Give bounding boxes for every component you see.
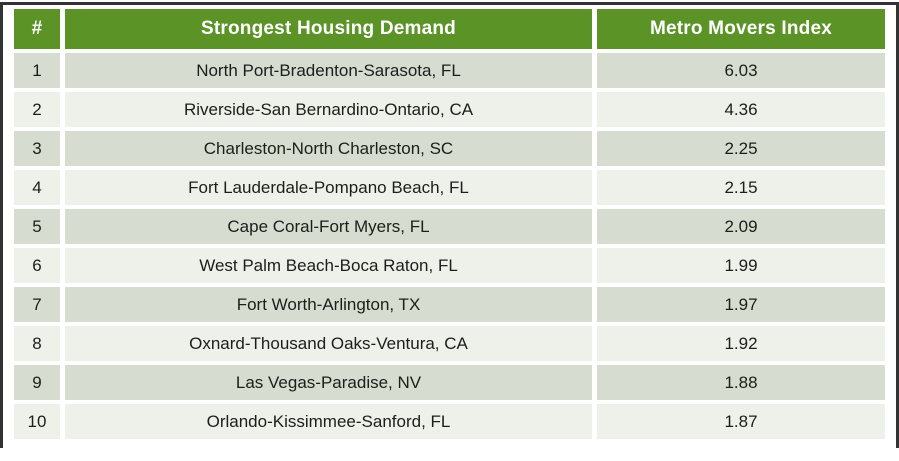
metro-cell: Fort Worth-Arlington, TX: [65, 287, 592, 322]
index-cell: 1.97: [597, 287, 885, 322]
metro-cell: Charleston-North Charleston, SC: [65, 131, 592, 166]
index-cell: 1.87: [597, 404, 885, 439]
metro-cell: Oxnard-Thousand Oaks-Ventura, CA: [65, 326, 592, 361]
rank-cell: 6: [14, 248, 60, 283]
metro-cell: West Palm Beach-Boca Raton, FL: [65, 248, 592, 283]
rank-cell: 8: [14, 326, 60, 361]
rank-cell: 4: [14, 170, 60, 205]
index-cell: 1.88: [597, 365, 885, 400]
metro-cell: North Port-Bradenton-Sarasota, FL: [65, 53, 592, 88]
rank-cell: 1: [14, 53, 60, 88]
table-row: 3 Charleston-North Charleston, SC 2.25: [14, 131, 885, 166]
table-row: 4 Fort Lauderdale-Pompano Beach, FL 2.15: [14, 170, 885, 205]
rank-cell: 9: [14, 365, 60, 400]
table-row: 1 North Port-Bradenton-Sarasota, FL 6.03: [14, 53, 885, 88]
table-row: 6 West Palm Beach-Boca Raton, FL 1.99: [14, 248, 885, 283]
header-strongest-housing-demand: Strongest Housing Demand: [65, 9, 592, 49]
index-cell: 2.15: [597, 170, 885, 205]
table-row: 2 Riverside-San Bernardino-Ontario, CA 4.3…: [14, 92, 885, 127]
index-cell: 4.36: [597, 92, 885, 127]
index-cell: 2.25: [597, 131, 885, 166]
rank-cell: 3: [14, 131, 60, 166]
header-rank: #: [14, 9, 60, 49]
metro-cell: Riverside-San Bernardino-Ontario, CA: [65, 92, 592, 127]
metro-cell: Fort Lauderdale-Pompano Beach, FL: [65, 170, 592, 205]
table-row: 5 Cape Coral-Fort Myers, FL 2.09: [14, 209, 885, 244]
rank-cell: 5: [14, 209, 60, 244]
table-body: 1 North Port-Bradenton-Sarasota, FL 6.03 2 R…: [14, 53, 885, 439]
metro-cell: Las Vegas-Paradise, NV: [65, 365, 592, 400]
table-row: 9 Las Vegas-Paradise, NV 1.88: [14, 365, 885, 400]
table-header: # Strongest Housing Demand Metro Movers …: [14, 9, 885, 49]
index-cell: 1.92: [597, 326, 885, 361]
metro-cell: Orlando-Kissimmee-Sanford, FL: [65, 404, 592, 439]
housing-demand-table: # Strongest Housing Demand Metro Movers …: [9, 5, 890, 443]
table-row: 10 Orlando-Kissimmee-Sanford, FL 1.87: [14, 404, 885, 439]
header-metro-movers-index: Metro Movers Index: [597, 9, 885, 49]
rank-cell: 10: [14, 404, 60, 439]
table-row: 8 Oxnard-Thousand Oaks-Ventura, CA 1.92: [14, 326, 885, 361]
rank-cell: 2: [14, 92, 60, 127]
table-row: 7 Fort Worth-Arlington, TX 1.97: [14, 287, 885, 322]
table-frame: # Strongest Housing Demand Metro Movers …: [0, 2, 899, 448]
index-cell: 1.99: [597, 248, 885, 283]
index-cell: 6.03: [597, 53, 885, 88]
header-row: # Strongest Housing Demand Metro Movers …: [14, 9, 885, 49]
metro-cell: Cape Coral-Fort Myers, FL: [65, 209, 592, 244]
rank-cell: 7: [14, 287, 60, 322]
index-cell: 2.09: [597, 209, 885, 244]
